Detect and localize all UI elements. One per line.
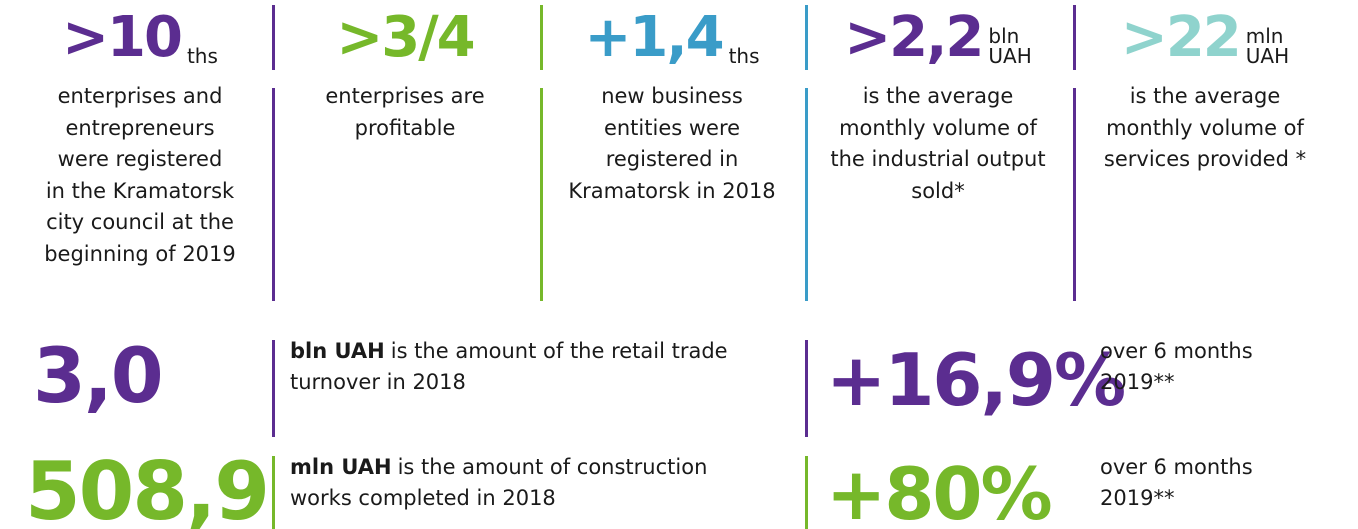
- description-line: works completed in 2018: [290, 483, 707, 514]
- description-text: is the amount of the retail trade: [390, 339, 728, 363]
- period: over 6 months 2019**: [1100, 336, 1253, 398]
- description-line: sold*: [911, 178, 965, 203]
- unit-line: ths: [728, 44, 760, 68]
- divider: [272, 5, 275, 70]
- stat-description: is the average monthly volume of services …: [1075, 81, 1335, 176]
- stat-description: new business entities were registered in Kr…: [542, 81, 802, 207]
- stat-description: is the average monthly volume of the indus…: [808, 81, 1068, 207]
- description-text: works completed in 2018: [290, 486, 556, 510]
- stat-unit: ths: [729, 46, 760, 66]
- divider: [1073, 5, 1076, 70]
- description-line: services provided *: [1103, 147, 1307, 171]
- big-number: 508,9: [25, 445, 270, 529]
- unit-line: mln: [1245, 24, 1284, 48]
- change-number: +16,9%: [826, 338, 1126, 422]
- description-line: entities were: [603, 115, 741, 140]
- stat-unit: bln UAH: [988, 26, 1031, 66]
- period-line: over 6 months: [1100, 339, 1253, 363]
- divider: [805, 88, 808, 301]
- description-line: enterprises are: [325, 84, 485, 108]
- description-line: is the average: [862, 84, 1014, 108]
- description-line: new business: [601, 84, 743, 108]
- period-line: over 6 months: [1100, 455, 1253, 479]
- big-number: 3,0: [33, 331, 164, 420]
- divider: [540, 5, 543, 70]
- description-line: enterprises and: [57, 84, 223, 108]
- stat-number: +1,4: [584, 5, 724, 70]
- unit-line: UAH: [1245, 44, 1290, 68]
- description-line: in the Kramatorsk: [45, 178, 235, 203]
- period-line: 2019**: [1100, 486, 1175, 510]
- description-line: is the average: [1129, 84, 1281, 108]
- stat-description: enterprises are profitable: [275, 81, 535, 144]
- divider: [1073, 88, 1076, 301]
- stat-number: >2,2: [844, 5, 984, 70]
- stat-heading: >10 ths: [10, 10, 270, 67]
- description-line: mln UAH is the amount of construction: [290, 452, 707, 483]
- divider: [272, 340, 275, 437]
- stat-heading: >2,2 bln UAH: [808, 10, 1068, 67]
- stat-heading: +1,4 ths: [542, 10, 802, 67]
- stat-heading: >3/4: [275, 10, 535, 66]
- stat-unit: mln UAH: [1246, 26, 1289, 66]
- description-line: monthly volume of: [839, 115, 1037, 140]
- row-description: bln UAH is the amount of the retail trade…: [290, 336, 728, 398]
- description-line: the industrial output: [830, 147, 1046, 171]
- divider: [805, 5, 808, 70]
- row-description: mln UAH is the amount of construction work…: [290, 452, 707, 514]
- period: over 6 months 2019**: [1100, 452, 1253, 514]
- unit-bold: bln UAH: [290, 339, 385, 363]
- description-line: beginning of 2019: [44, 241, 236, 266]
- unit-line: UAH: [988, 44, 1032, 68]
- description-line: bln UAH is the amount of the retail trade: [290, 336, 728, 367]
- stat-number: >3/4: [336, 5, 475, 70]
- stat-number: >10: [62, 5, 183, 70]
- unit-line: bln: [988, 24, 1020, 48]
- description-line: monthly volume of: [1106, 115, 1304, 140]
- description-line: registered in: [605, 147, 739, 171]
- divider: [805, 456, 808, 529]
- description-line: Kramatorsk in 2018: [568, 178, 776, 203]
- description-line: turnover in 2018: [290, 367, 728, 398]
- change-number: +80%: [826, 452, 1053, 529]
- description-text: turnover in 2018: [290, 370, 466, 394]
- unit-bold: mln UAH: [290, 455, 392, 479]
- stat-description: enterprises and entrepreneurs were registe…: [10, 81, 270, 270]
- description-line: city council at the: [46, 210, 234, 234]
- divider: [272, 88, 275, 301]
- description-line: were registered: [57, 147, 223, 171]
- description-text: is the amount of construction: [397, 455, 708, 479]
- divider: [540, 88, 543, 301]
- description-line: profitable: [354, 115, 456, 140]
- description-line: entrepreneurs: [65, 115, 215, 140]
- stat-heading: >22 mln UAH: [1075, 10, 1335, 67]
- stat-unit: ths: [187, 46, 218, 66]
- divider: [805, 340, 808, 437]
- unit-line: ths: [186, 44, 218, 68]
- period-line: 2019**: [1100, 370, 1175, 394]
- divider: [272, 456, 275, 529]
- stat-number: >22: [1120, 5, 1242, 70]
